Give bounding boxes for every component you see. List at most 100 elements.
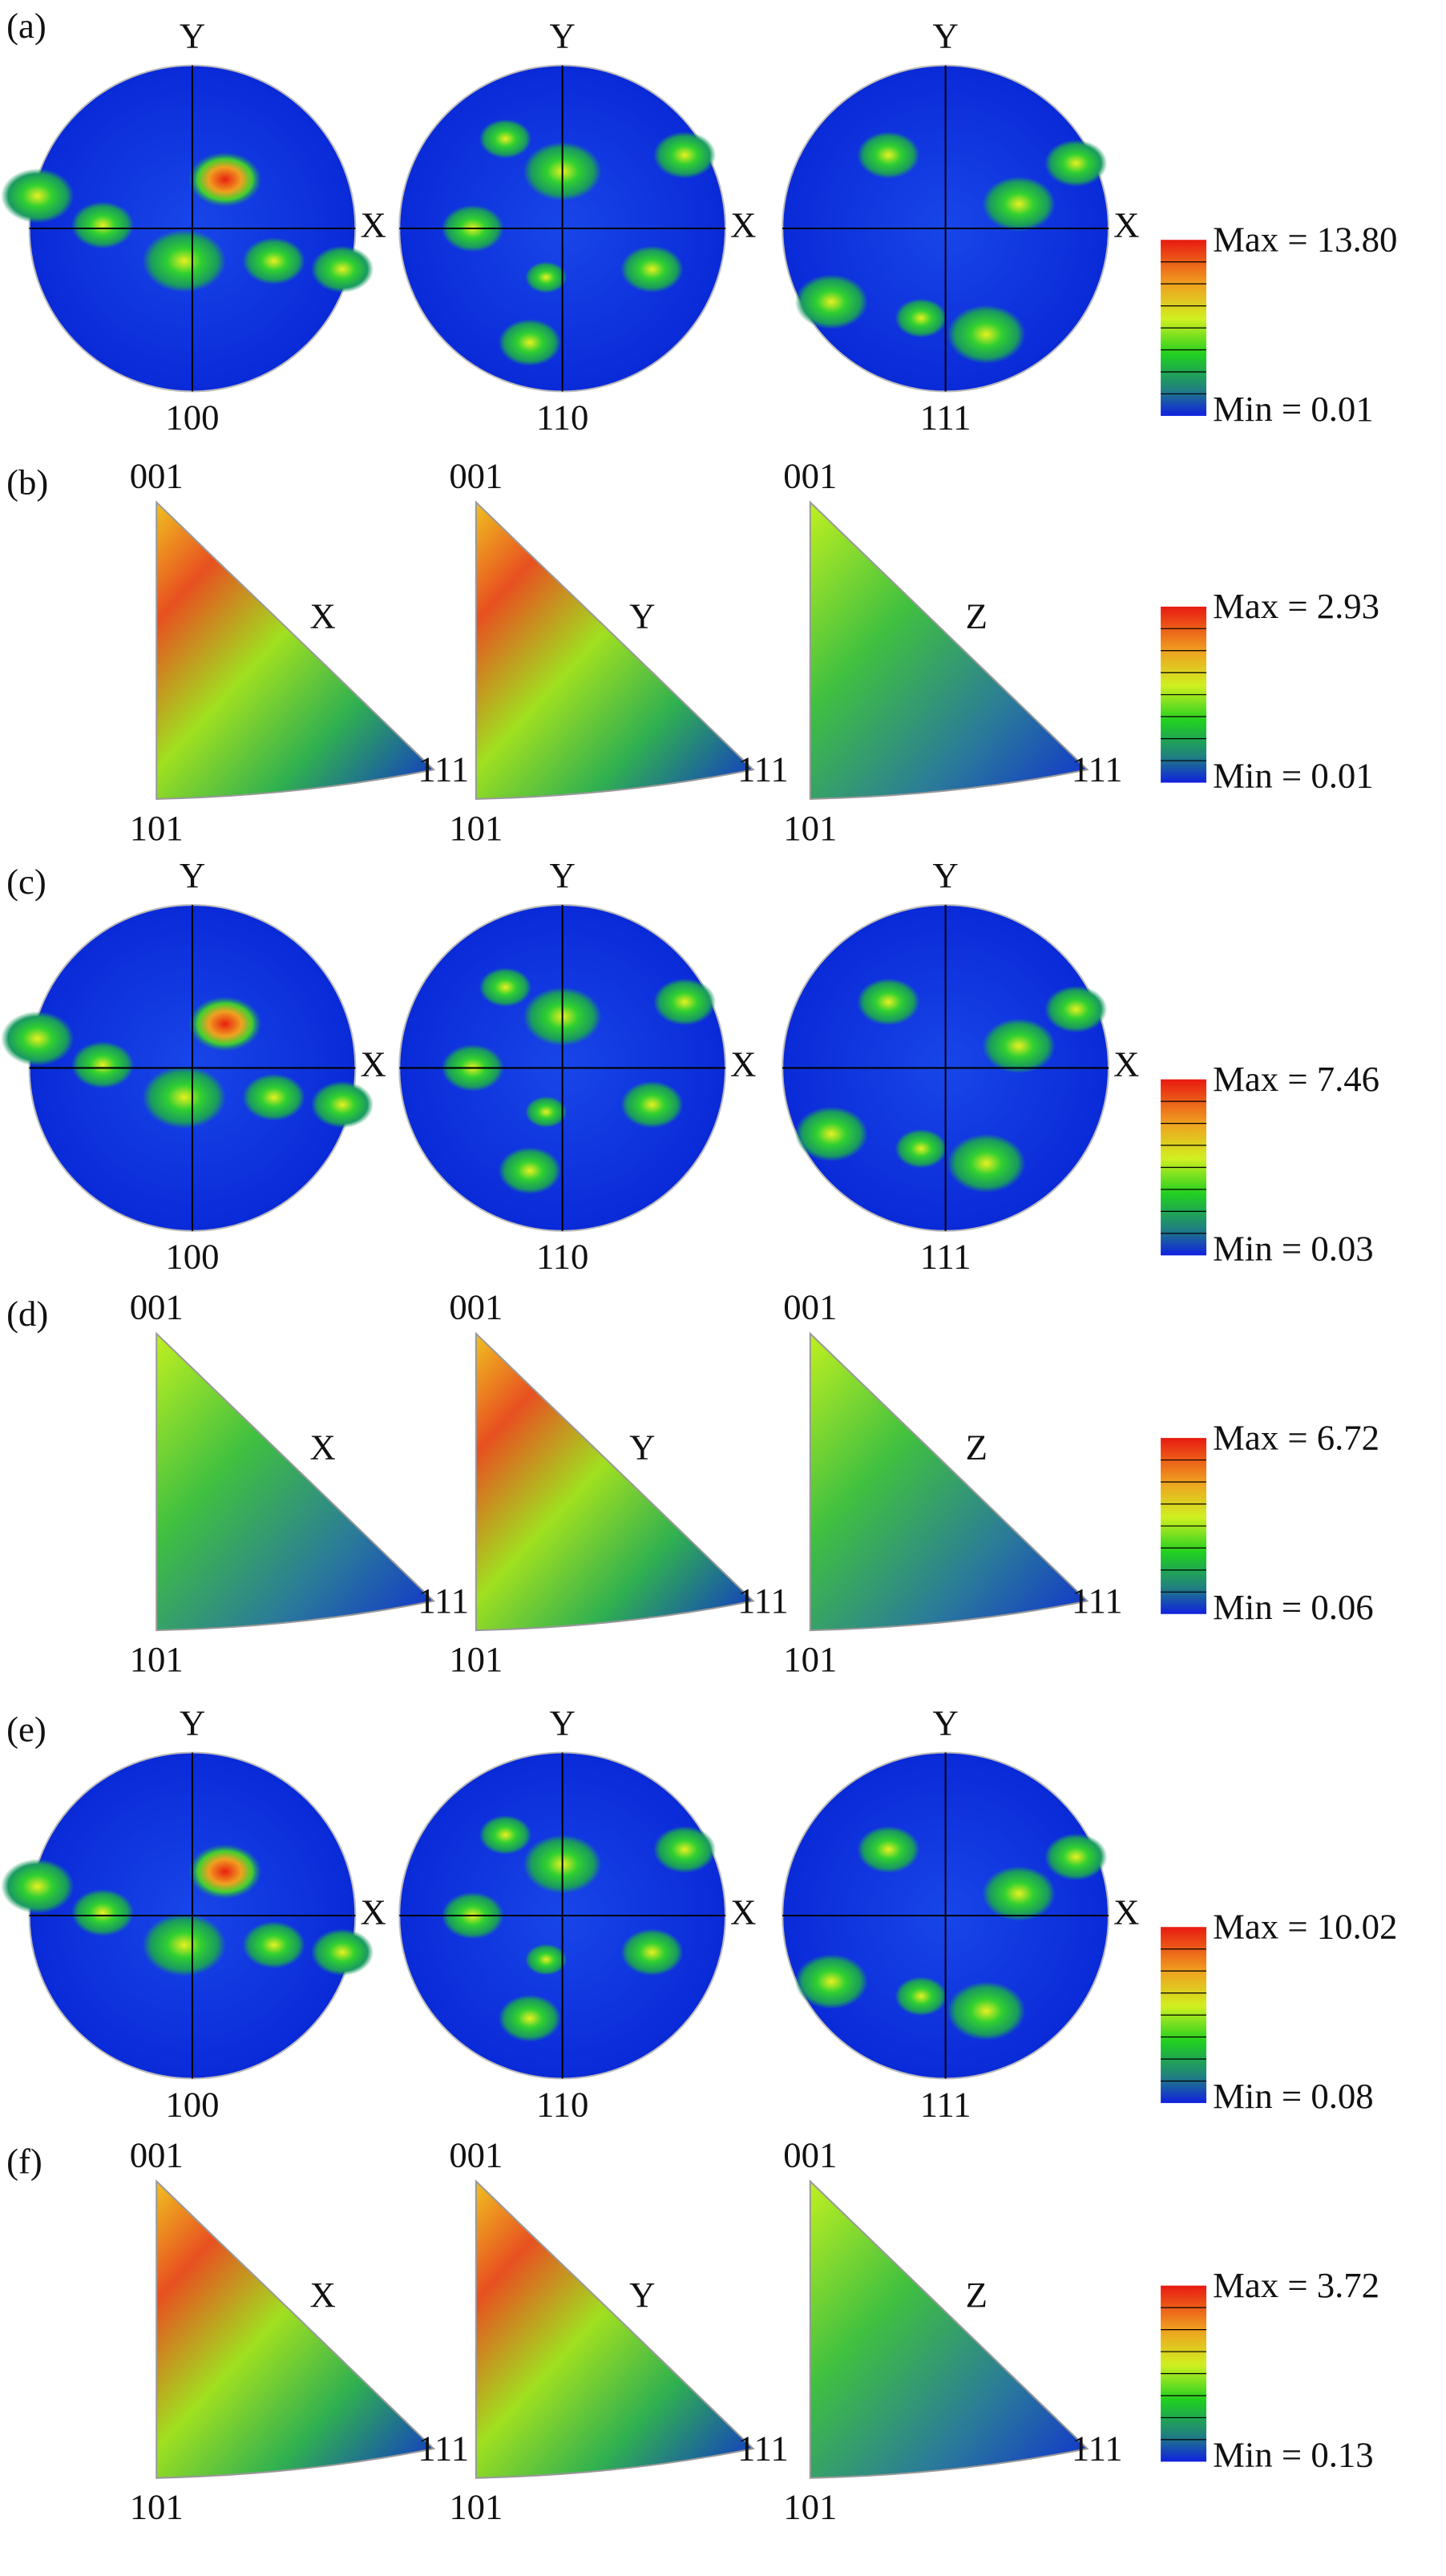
- corner-label: 001: [783, 1287, 837, 1327]
- texture-blob: [857, 1826, 920, 1873]
- texture-blob: [1, 1011, 75, 1066]
- texture-blob: [794, 1106, 868, 1161]
- corner-label: 101: [130, 808, 184, 848]
- corner-label: 101: [783, 2487, 837, 2527]
- pole-label: 111: [920, 1237, 971, 1277]
- top-label: Y: [550, 855, 576, 895]
- texture-blob: [982, 1018, 1056, 1074]
- corner-label: 001: [449, 1287, 503, 1327]
- texture-blob: [947, 305, 1026, 364]
- legend-min: Min = 0.06: [1213, 1587, 1373, 1627]
- texture-blob: [794, 1954, 868, 2009]
- texture-blob: [525, 1096, 567, 1128]
- inverse-pole-figure: [475, 1331, 755, 1632]
- texture-blob: [71, 1889, 135, 1936]
- texture-blob: [188, 996, 262, 1052]
- corner-label: 111: [1072, 1581, 1123, 1621]
- right-label: X: [730, 204, 756, 244]
- panel-label: (d): [6, 1294, 48, 1334]
- top-label: Y: [932, 15, 958, 55]
- texture-blob: [895, 1129, 947, 1169]
- direction-label: X: [310, 2275, 336, 2315]
- inverse-pole-figure: [156, 1331, 436, 1632]
- legend-max: Max = 10.02: [1213, 1907, 1397, 1947]
- panel-label: (c): [6, 862, 46, 902]
- pole-label: 110: [536, 397, 588, 437]
- direction-label: Z: [966, 2275, 988, 2315]
- corner-label: 111: [737, 2428, 789, 2468]
- texture-blob: [242, 1073, 305, 1121]
- texture-blob: [1, 168, 75, 224]
- legend-min: Min = 0.08: [1213, 2076, 1373, 2116]
- corner-label: 101: [783, 808, 837, 848]
- texture-blob: [947, 1133, 1026, 1193]
- texture-blob: [498, 1994, 562, 2042]
- texture-blob: [479, 967, 532, 1007]
- texture-blob: [525, 1944, 567, 1976]
- texture-blob: [479, 119, 532, 159]
- corner-label: 101: [783, 1639, 837, 1679]
- texture-blob: [188, 1843, 262, 1900]
- right-label: X: [730, 1044, 756, 1084]
- right-label: X: [1113, 1044, 1139, 1084]
- texture-blob: [1044, 985, 1108, 1033]
- texture-blob: [188, 151, 262, 208]
- texture-blob: [620, 245, 684, 293]
- texture-blob: [895, 298, 947, 338]
- texture-blob: [620, 1080, 684, 1129]
- corner-label: 101: [130, 1639, 184, 1679]
- corner-label: 001: [783, 2134, 837, 2174]
- direction-label: Z: [966, 1427, 988, 1468]
- top-label: Y: [932, 855, 958, 895]
- corner-label: 001: [130, 455, 184, 495]
- top-label: Y: [180, 855, 205, 895]
- texture-blob: [794, 274, 868, 329]
- texture-blob: [653, 131, 717, 179]
- top-label: Y: [180, 1702, 205, 1742]
- legend-max: Max = 3.72: [1213, 2265, 1379, 2305]
- panel-label: (f): [6, 2141, 42, 2181]
- inverse-pole-figure: [809, 1331, 1089, 1632]
- pole-label: 110: [536, 1237, 588, 1277]
- legend-max: Max = 7.46: [1213, 1059, 1379, 1099]
- inverse-pole-figure: [809, 2179, 1089, 2479]
- inverse-pole-figure: [156, 2179, 436, 2479]
- pole-label: 100: [165, 397, 219, 437]
- texture-blob: [982, 176, 1056, 232]
- texture-blob: [242, 237, 305, 285]
- texture-blob: [525, 261, 567, 293]
- direction-label: X: [310, 596, 336, 636]
- legend-min: Min = 0.01: [1213, 389, 1373, 429]
- inverse-pole-figure: [475, 500, 755, 800]
- direction-label: Z: [966, 596, 988, 636]
- corner-label: 001: [130, 2134, 184, 2174]
- texture-blob: [311, 1080, 374, 1129]
- legend-min: Min = 0.03: [1213, 1229, 1373, 1269]
- right-label: X: [1113, 204, 1139, 244]
- corner-label: 101: [130, 2487, 184, 2527]
- corner-label: 001: [783, 455, 837, 495]
- texture-blob: [498, 319, 562, 366]
- panel-label: (e): [6, 1709, 46, 1749]
- texture-blob: [242, 1921, 305, 1968]
- texture-blob: [620, 1928, 684, 1976]
- panel-label: (a): [6, 6, 46, 46]
- top-label: Y: [550, 15, 576, 55]
- pole-label: 100: [165, 1237, 219, 1277]
- panel-label: (b): [6, 462, 48, 503]
- texture-blob: [71, 1041, 135, 1089]
- corner-label: 111: [1072, 749, 1123, 789]
- texture-blob: [895, 1976, 947, 2017]
- legend-max: Max = 2.93: [1213, 586, 1379, 626]
- legend-min: Min = 0.01: [1213, 756, 1373, 796]
- inverse-pole-figure: [809, 500, 1089, 800]
- texture-blob: [311, 1928, 374, 1976]
- texture-blob: [142, 229, 226, 293]
- corner-label: 101: [449, 2487, 503, 2527]
- corner-label: 001: [130, 1287, 184, 1327]
- corner-label: 001: [449, 2134, 503, 2174]
- texture-blob: [71, 201, 135, 249]
- top-label: Y: [180, 15, 205, 55]
- right-label: X: [730, 1892, 756, 1932]
